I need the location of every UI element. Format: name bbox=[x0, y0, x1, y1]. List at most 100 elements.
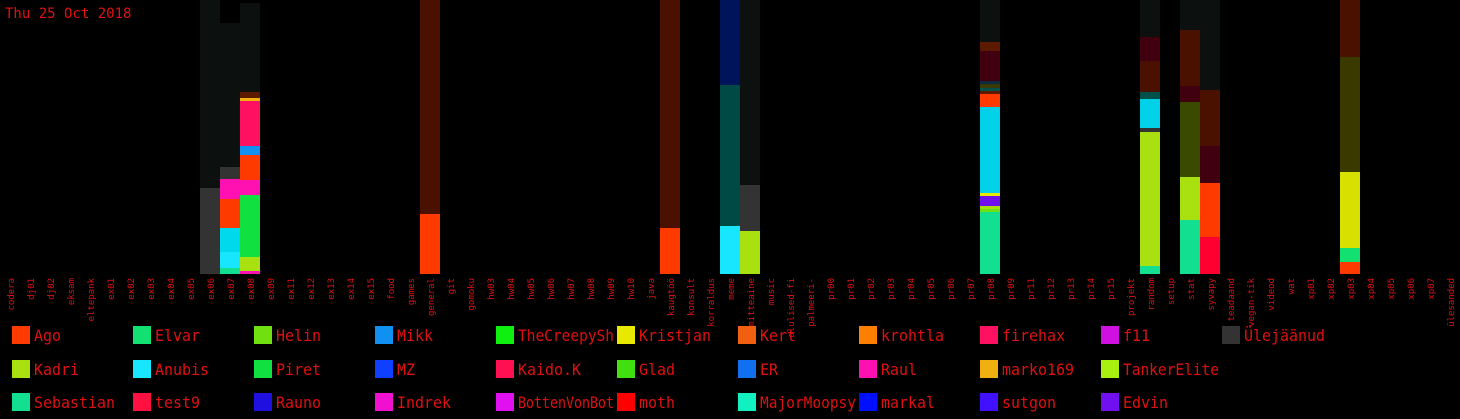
x-tick-label: hw08 bbox=[587, 278, 597, 300]
x-tick-label: pr00 bbox=[827, 278, 837, 300]
legend-swatch bbox=[496, 326, 514, 344]
x-tick-label: ex09 bbox=[267, 278, 277, 300]
bar-segment bbox=[1180, 177, 1200, 220]
legend-swatch bbox=[859, 360, 877, 378]
x-tick-label: ex06 bbox=[207, 278, 217, 300]
legend-swatch bbox=[617, 326, 635, 344]
legend-swatch bbox=[375, 360, 393, 378]
legend-swatch bbox=[133, 393, 151, 411]
x-tick-label: stat bbox=[1187, 278, 1197, 300]
bar-segment bbox=[240, 271, 260, 274]
legend-label: Kristjan bbox=[639, 326, 711, 345]
bar-segment bbox=[420, 0, 440, 214]
legend-label: test9 bbox=[155, 393, 200, 412]
x-tick-label: random bbox=[1147, 278, 1157, 311]
bar-segment bbox=[980, 84, 1000, 88]
bar-segment bbox=[1200, 90, 1220, 146]
bar-segment bbox=[240, 92, 260, 98]
x-tick-label: hw05 bbox=[527, 278, 537, 300]
legend-swatch bbox=[375, 326, 393, 344]
bar-segment bbox=[1140, 61, 1160, 92]
bar-segment bbox=[1340, 57, 1360, 172]
legend-label: Glad bbox=[639, 360, 675, 379]
bar-segment bbox=[1140, 128, 1160, 132]
x-tick-label: ex07 bbox=[227, 278, 237, 300]
legend-label: f11 bbox=[1123, 326, 1150, 345]
x-tick-label: ex15 bbox=[367, 278, 377, 300]
bar-segment bbox=[980, 0, 1000, 42]
legend-swatch bbox=[1101, 360, 1119, 378]
x-tick-label: pr15 bbox=[1107, 278, 1117, 300]
bar-segment bbox=[1180, 86, 1200, 102]
legend-label: marko169 bbox=[1002, 360, 1074, 379]
bar-segment bbox=[980, 206, 1000, 209]
bar-segment bbox=[1340, 262, 1360, 274]
legend-label: TheCreepySh bbox=[518, 326, 614, 345]
legend-label: Ülejäänud bbox=[1244, 326, 1325, 345]
legend-label: ER bbox=[760, 360, 778, 379]
legend-label: moth bbox=[639, 393, 675, 412]
x-tick-label: ex13 bbox=[327, 278, 337, 300]
x-tick-label: pr05 bbox=[927, 278, 937, 300]
x-tick-label: gomoku bbox=[467, 278, 477, 311]
x-tick-label: projekt bbox=[1127, 278, 1137, 316]
x-tick-label: hw04 bbox=[507, 278, 517, 300]
x-tick-label: ex05 bbox=[187, 278, 197, 300]
bar-segment bbox=[1180, 220, 1200, 274]
bar-segment bbox=[740, 0, 760, 185]
x-tick-label: xp07 bbox=[1427, 278, 1437, 300]
legend-label: TankerElite bbox=[1123, 360, 1219, 379]
x-tick-label: hw09 bbox=[607, 278, 617, 300]
x-tick-label: ex04 bbox=[167, 278, 177, 300]
x-tick-label: ex03 bbox=[147, 278, 157, 300]
legend-label: MajorMoopsy bbox=[760, 393, 856, 412]
bar-segment bbox=[220, 252, 240, 268]
x-tick-label: pr13 bbox=[1067, 278, 1077, 300]
legend-label: Indrek bbox=[397, 393, 451, 412]
legend-swatch bbox=[617, 360, 635, 378]
legend-label: Helin bbox=[276, 326, 321, 345]
bar-segment bbox=[980, 196, 1000, 206]
legend-swatch bbox=[1101, 326, 1119, 344]
x-tick-label: ex14 bbox=[347, 278, 357, 300]
x-tick-label: ülesanded bbox=[1447, 278, 1457, 327]
legend-swatch bbox=[254, 326, 272, 344]
legend-swatch bbox=[12, 360, 30, 378]
x-tick-label: pr01 bbox=[847, 278, 857, 300]
x-tick-label: mitteaine bbox=[747, 278, 757, 327]
bars-group bbox=[200, 0, 1360, 274]
bar-segment bbox=[740, 231, 760, 274]
x-tick-label: konsult bbox=[687, 278, 697, 316]
legend-label: MZ bbox=[397, 360, 415, 379]
legend-label: markal bbox=[881, 393, 935, 412]
legend-label: Rauno bbox=[276, 393, 321, 412]
x-tick-label: palmeeri- bbox=[807, 278, 817, 327]
legend-swatch bbox=[1101, 393, 1119, 411]
legend-swatch bbox=[254, 360, 272, 378]
x-tick-label: pr08 bbox=[987, 278, 997, 300]
x-tick-label: xp06 bbox=[1407, 278, 1417, 300]
bar-segment bbox=[1200, 183, 1220, 237]
x-tick-label: meme bbox=[727, 278, 737, 300]
x-tick-label: syvapy bbox=[1207, 277, 1217, 310]
x-tick-labels: codera dj01 dj02 eksam eltepank ex01 ex02 ex03 e… bbox=[7, 277, 1457, 337]
x-tick-label: korraldus bbox=[707, 278, 717, 327]
legend-swatch bbox=[12, 326, 30, 344]
bar-segment bbox=[220, 179, 240, 199]
bar-segment bbox=[720, 85, 740, 226]
bar-segment bbox=[220, 23, 240, 167]
bar-segment bbox=[240, 195, 260, 257]
bar-segment bbox=[1340, 248, 1360, 262]
x-tick-label: dj01 bbox=[27, 278, 37, 300]
x-tick-label: xp03 bbox=[1347, 278, 1357, 300]
bar-segment bbox=[240, 155, 260, 180]
legend: Ago Elvar Helin Mikk TheCreepySh Kristjan Kert… bbox=[12, 326, 1325, 412]
bar-segment bbox=[1180, 0, 1200, 30]
legend-swatch bbox=[496, 360, 514, 378]
legend-label: BottenVonBot bbox=[518, 393, 614, 412]
bar-segment bbox=[980, 91, 1000, 94]
x-tick-label: pr14 bbox=[1087, 278, 1097, 300]
bar-segment bbox=[240, 3, 260, 92]
bar-segment bbox=[1200, 237, 1220, 274]
